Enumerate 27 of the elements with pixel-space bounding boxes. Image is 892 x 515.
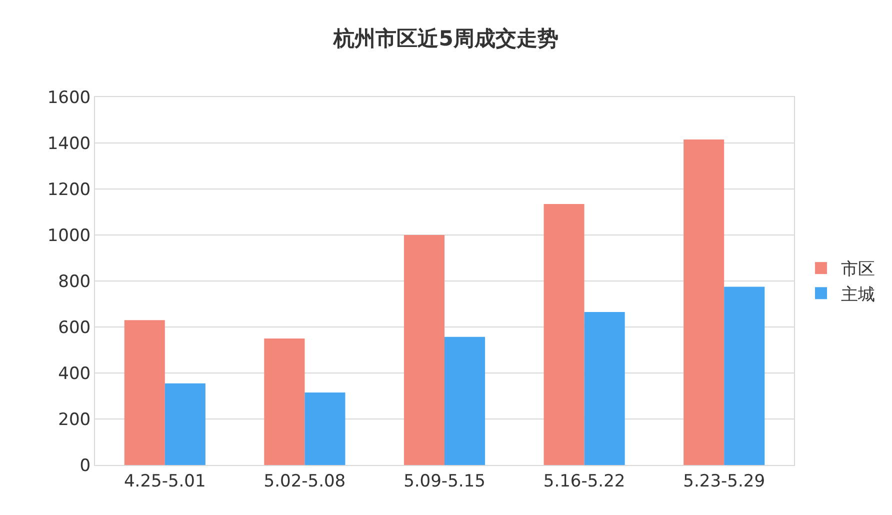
y-tick-label: 400: [58, 364, 91, 384]
x-tick-label: 5.23-5.29: [683, 471, 766, 492]
bar: [444, 336, 486, 465]
bar: [544, 204, 584, 465]
legend-label: 主城: [840, 284, 875, 305]
y-tick-label: 0: [80, 456, 91, 476]
y-tick-label: 1200: [47, 180, 91, 200]
y-tick-label: 1000: [47, 226, 91, 246]
y-tick-label: 600: [58, 318, 91, 338]
bar: [304, 392, 346, 465]
bar: [264, 338, 305, 465]
bar: [124, 320, 165, 465]
legend-label: 市区: [840, 260, 875, 280]
bar: [164, 383, 206, 465]
bar: [684, 140, 724, 465]
y-tick-label: 1600: [47, 88, 91, 108]
x-tick-label: 5.09-5.15: [404, 471, 486, 492]
x-tick-label: 4.25-5.01: [124, 471, 206, 492]
bar: [724, 286, 765, 465]
chart-title: 杭州市区近5周成交走势: [332, 26, 558, 51]
y-tick-label: 800: [58, 272, 91, 292]
bar: [584, 312, 625, 465]
bar: [404, 235, 444, 465]
y-tick-label: 200: [58, 410, 91, 430]
x-tick-label: 5.02-5.08: [264, 471, 346, 492]
x-tick-label: 5.16-5.22: [543, 471, 626, 492]
y-tick-label: 1400: [47, 134, 91, 154]
